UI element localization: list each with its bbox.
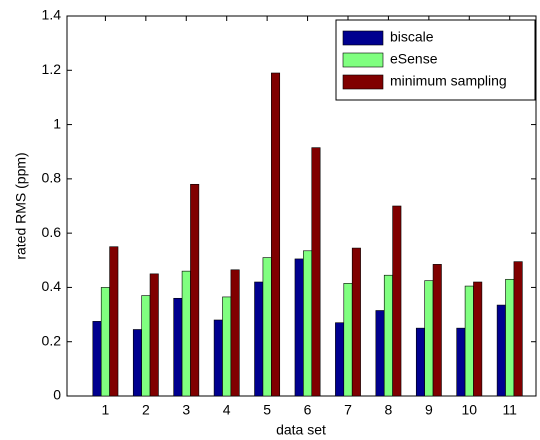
bar [383, 274, 393, 397]
bar [271, 72, 281, 397]
x-tick-label: 10 [461, 402, 477, 418]
y-tick-label: 1.2 [42, 61, 62, 77]
y-tick-label: 0 [53, 387, 61, 403]
x-tick-label: 1 [102, 402, 110, 418]
x-tick-label: 3 [182, 402, 190, 418]
bar [473, 281, 483, 397]
bar [375, 310, 385, 397]
bar [173, 297, 183, 397]
bar [415, 327, 425, 397]
x-tick-label: 7 [344, 402, 352, 418]
bar [335, 322, 345, 397]
bar [230, 269, 240, 397]
bar [254, 281, 264, 397]
bar [132, 329, 142, 397]
y-tick-label: 1 [53, 115, 61, 131]
legend-swatch [342, 74, 384, 90]
bar [343, 283, 353, 397]
y-tick-label: 0.2 [42, 332, 62, 348]
bar [222, 296, 232, 397]
x-tick-label: 11 [502, 402, 517, 418]
legend-swatch [342, 52, 384, 68]
x-tick-label: 8 [385, 402, 393, 418]
bar [505, 278, 515, 397]
legend-label: eSense [390, 51, 438, 67]
bar [100, 287, 110, 397]
x-tick-label: 2 [142, 402, 150, 418]
bar [392, 205, 402, 397]
y-tick-label: 0.6 [42, 224, 62, 240]
bar [213, 319, 223, 397]
x-tick-label: 6 [304, 402, 312, 418]
legend-label: minimum sampling [390, 73, 507, 89]
bar [456, 327, 466, 397]
x-tick-label: 4 [223, 402, 231, 418]
y-tick-label: 0.4 [42, 278, 62, 294]
bar [92, 321, 102, 397]
bar [149, 273, 159, 397]
y-tick-label: 1.4 [42, 7, 62, 23]
bar [190, 183, 200, 397]
bar [424, 280, 434, 397]
bar [141, 295, 151, 397]
bar [496, 304, 506, 397]
legend-swatch [342, 30, 384, 46]
bar [311, 147, 321, 397]
bar [464, 285, 474, 397]
bar [262, 257, 272, 397]
bar [303, 250, 313, 397]
x-tick-label: 5 [263, 402, 271, 418]
bar [513, 261, 523, 397]
bar [294, 258, 304, 397]
y-tick-label: 0.8 [42, 170, 62, 186]
legend-label: biscale [390, 29, 434, 45]
bar [432, 264, 442, 397]
x-tick-label: 9 [425, 402, 433, 418]
y-axis-label: rated RMS (ppm) [13, 152, 29, 259]
bar [351, 247, 361, 397]
bar [109, 246, 119, 397]
x-axis-label: data set [276, 422, 326, 438]
bar [181, 270, 191, 397]
